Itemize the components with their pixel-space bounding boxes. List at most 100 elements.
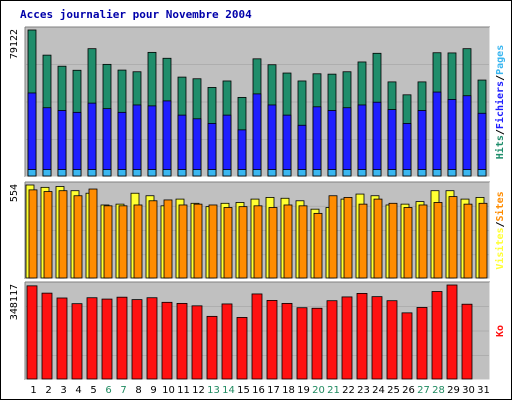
files-bar (192, 118, 202, 177)
files-bar (222, 114, 232, 177)
files-bar (447, 99, 457, 177)
kb-bar (311, 307, 323, 380)
panel-3 (24, 281, 491, 381)
x-tick-label: 25 (387, 385, 400, 396)
files-bar (87, 102, 97, 177)
sites-bar (208, 204, 218, 279)
files-bar (117, 111, 127, 177)
files-bar (177, 114, 187, 177)
sites-bar (373, 198, 383, 279)
pages-bar (222, 169, 232, 177)
legend-entry-1-0: Hits (494, 135, 506, 159)
files-bar (147, 105, 157, 177)
legend-entry-2-0: Visites (494, 227, 506, 269)
kb-bar (26, 285, 38, 380)
pages-bar (387, 169, 397, 177)
chart-title: Acces journalier pour Novembre 2004 (20, 8, 252, 21)
sites-bar (148, 200, 158, 279)
sites-bar (253, 205, 263, 279)
files-bar (357, 104, 367, 177)
x-tick-label: 8 (135, 385, 141, 396)
kb-bar (131, 299, 143, 380)
legend-entry-1-1: / (495, 129, 506, 135)
x-tick-label: 23 (357, 385, 370, 396)
pages-bar (252, 169, 262, 177)
sites-bar (133, 204, 143, 279)
sites-bar (283, 204, 293, 279)
sites-bar (238, 206, 248, 279)
panel-2 (24, 181, 491, 280)
x-tick-label: 30 (462, 385, 475, 396)
files-bar (462, 95, 472, 177)
pages-bar (72, 169, 82, 177)
pages-bar (297, 169, 307, 177)
x-tick-label: 19 (297, 385, 310, 396)
x-tick-label: 13 (207, 385, 220, 396)
pages-bar (27, 169, 37, 177)
sites-bar (418, 204, 428, 279)
x-tick-label: 17 (267, 385, 280, 396)
sites-bar (103, 205, 113, 279)
kb-bar (191, 305, 203, 380)
sites-bar (178, 204, 188, 279)
kb-bar (446, 284, 458, 380)
legend-entry-2-1: / (495, 221, 506, 227)
kb-bar (41, 292, 53, 380)
x-tick-label: 11 (177, 385, 190, 396)
pages-bar (132, 169, 142, 177)
files-bar (102, 108, 112, 177)
x-tick-label: 9 (150, 385, 156, 396)
files-bar (327, 110, 337, 177)
kb-bar (431, 291, 443, 380)
x-tick-label: 4 (75, 385, 81, 396)
panel-2-legend: Visites/Sites (494, 191, 506, 269)
pages-bar (237, 169, 247, 177)
kb-bar (236, 317, 248, 380)
pages-bar (477, 169, 487, 177)
legend-entry-1-2: Fichiers (494, 81, 506, 129)
panel-3-legend: Ko (495, 325, 506, 337)
x-tick-label: 10 (162, 385, 175, 396)
sites-bar (448, 196, 458, 279)
x-tick-label: 29 (447, 385, 460, 396)
files-bar (297, 124, 307, 177)
kb-bar (326, 300, 338, 380)
kb-bar (86, 297, 98, 380)
files-bar (207, 123, 217, 177)
pages-bar (267, 169, 277, 177)
panel-1-bars (27, 29, 487, 177)
x-tick-label: 22 (342, 385, 355, 396)
pages-bar (192, 169, 202, 177)
kb-bar (401, 312, 413, 380)
files-bar (237, 129, 247, 177)
sites-bar (343, 197, 353, 279)
sites-bar (358, 203, 368, 279)
files-bar (282, 114, 292, 177)
files-bar (372, 101, 382, 177)
pages-bar (282, 169, 292, 177)
pages-bar (357, 169, 367, 177)
kb-bar (176, 302, 188, 380)
panel-2-max-label: 554 (9, 184, 20, 202)
kb-bar (416, 307, 428, 380)
files-bar (477, 112, 487, 177)
panel-1-legend: Hits/Fichiers/Pages (494, 45, 506, 159)
chart-panels: 79122Hits/Fichiers/Pages554Visites/Sites… (9, 26, 506, 381)
files-bar (417, 110, 427, 177)
sites-bar (118, 205, 128, 279)
x-tick-label: 5 (90, 385, 96, 396)
sites-bar (88, 188, 98, 279)
files-bar (252, 93, 262, 177)
sites-bar (268, 207, 278, 279)
sites-bar (58, 190, 68, 279)
files-bar (132, 104, 142, 177)
pages-bar (207, 169, 217, 177)
files-bar (432, 91, 442, 177)
kb-bar (251, 293, 263, 380)
sites-bar (28, 189, 38, 279)
x-tick-label: 24 (372, 385, 385, 396)
sites-bar (163, 199, 173, 279)
kb-bar (116, 296, 128, 380)
pages-bar (42, 169, 52, 177)
